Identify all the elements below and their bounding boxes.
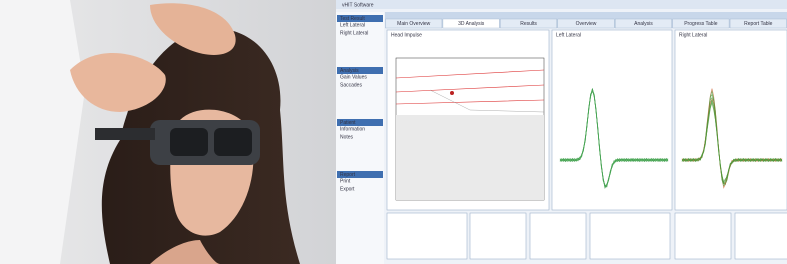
- section-title: Analysis: [340, 68, 359, 74]
- sidebar-item[interactable]: Saccades: [340, 82, 362, 88]
- sidebar-item[interactable]: Notes: [340, 134, 354, 140]
- section-title: Report: [340, 172, 356, 178]
- section-title: Patient: [340, 120, 356, 126]
- sidebar-item[interactable]: Left Lateral: [340, 22, 365, 28]
- tab-label[interactable]: Overview: [576, 21, 597, 27]
- page: vHIT Software Main Overview 3D Analysis Re…: [0, 0, 787, 264]
- mini-panel: [387, 213, 467, 259]
- tab-label[interactable]: Report Table: [744, 21, 772, 27]
- tab-label[interactable]: Progress Table: [684, 21, 717, 27]
- tab-label[interactable]: Results: [520, 21, 537, 27]
- sidebar-item[interactable]: Information: [340, 126, 365, 132]
- tab-label[interactable]: 3D Analysis: [458, 21, 485, 27]
- sidebar-item[interactable]: Right Lateral: [340, 30, 368, 36]
- mini-panel: [530, 213, 586, 259]
- sidebar-item[interactable]: Gain Values: [340, 74, 367, 80]
- sidebar-item[interactable]: Print: [340, 178, 351, 184]
- tab-label[interactable]: Main Overview: [397, 21, 430, 27]
- mini-panel: [590, 213, 670, 259]
- image: vHIT Software Main Overview 3D Analysis Re…: [0, 0, 787, 264]
- photo: [0, 0, 336, 264]
- sidebar-item[interactable]: Export: [340, 186, 355, 192]
- mini-panel: [675, 213, 731, 259]
- section-title: Test Result: [340, 16, 365, 22]
- panel-title: Left Lateral: [556, 32, 581, 38]
- window-title: vHIT Software: [342, 2, 374, 8]
- mini-panel: [470, 213, 526, 259]
- mini-panel: [735, 213, 787, 259]
- panel-title: Right Lateral: [679, 32, 707, 38]
- tab-label[interactable]: Analysis: [634, 21, 653, 27]
- panel-title: Head Impulse: [391, 32, 422, 38]
- app-window: vHIT Software Main Overview 3D Analysis Re…: [336, 0, 787, 264]
